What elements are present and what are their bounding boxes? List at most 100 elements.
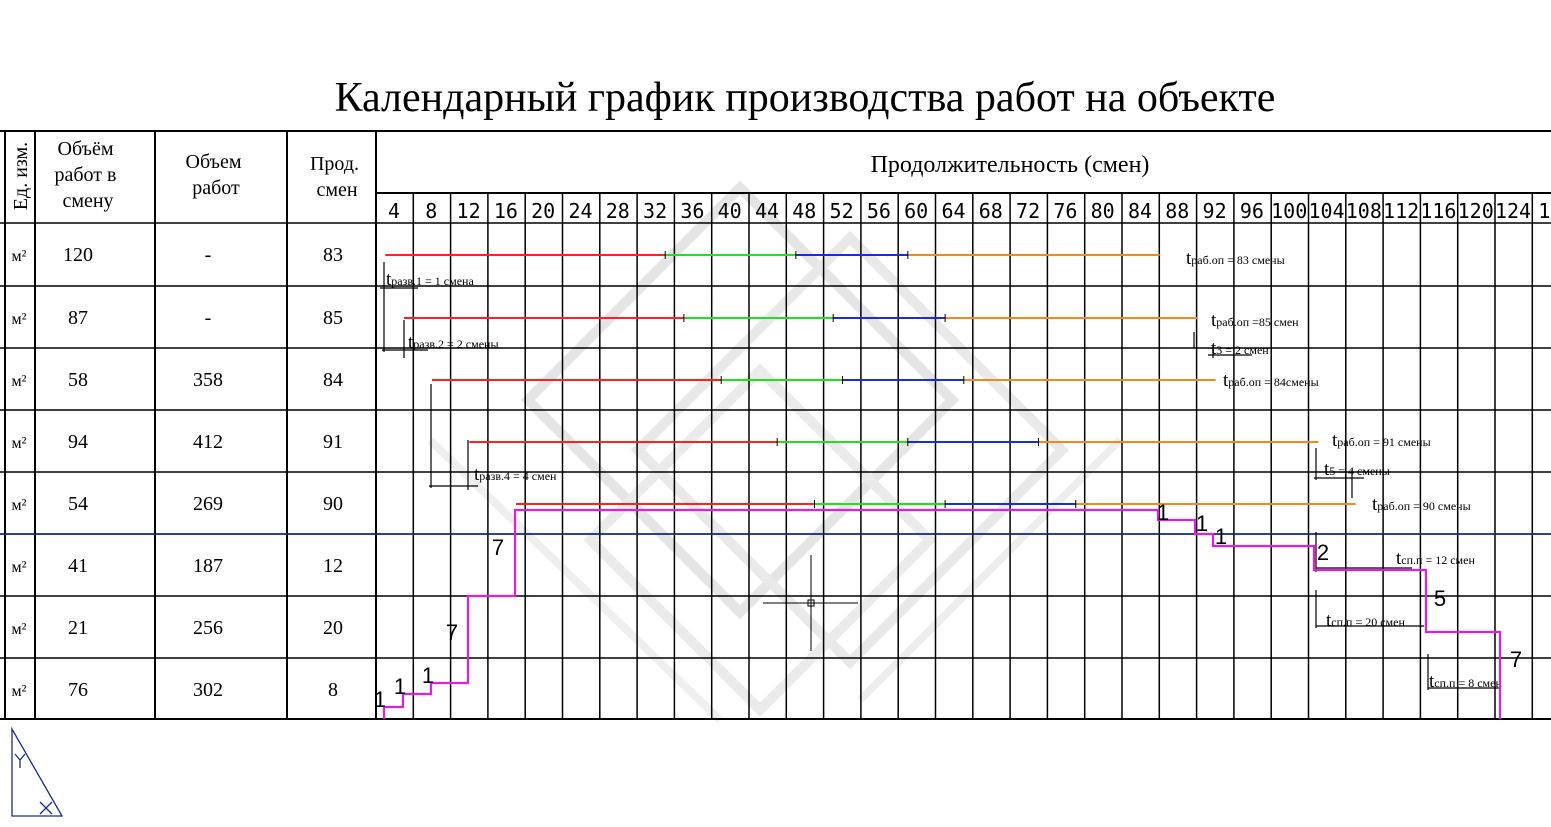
header-duration: Продолжительность (смен) <box>871 152 1150 178</box>
row-unit: м² <box>12 559 27 576</box>
header-unit: Ед. изм. <box>10 142 32 210</box>
bar-duration-label: tраб.оп = 90 смены <box>1372 494 1471 515</box>
tick-label: 56 <box>867 199 891 223</box>
gap-duration-label: tразв.1 = 1 смена <box>386 269 474 290</box>
gap-duration-label: tразв.4 = 4 смен <box>474 464 557 485</box>
tick-label: 112 <box>1383 199 1419 223</box>
dimension-leader <box>380 262 418 290</box>
table-row: м² 94 412 91 <box>12 431 343 453</box>
bar-duration-label: tраб.оп =85 смен <box>1211 310 1299 331</box>
tick-label: 124 <box>1495 199 1531 223</box>
row-volume: 256 <box>193 617 223 639</box>
workers-step-line <box>382 508 1502 719</box>
tick-label: 116 <box>1420 199 1456 223</box>
header-shifts: Прод. смен <box>310 153 364 201</box>
tick-label: 72 <box>1016 199 1040 223</box>
workers-count-label: 1 <box>422 663 434 688</box>
workers-count-label: 1 <box>1215 524 1227 549</box>
row-volume: 187 <box>193 555 223 577</box>
tick-label: 12 <box>457 199 481 223</box>
workers-count-label: 1 <box>394 674 406 699</box>
gap-duration-label: t3 = 2 смен <box>1211 338 1269 359</box>
watermark <box>427 180 1123 723</box>
row-per-shift: 41 <box>68 555 88 577</box>
tick-label: 4 <box>388 199 400 223</box>
table-row: м² 58 358 84 <box>12 369 343 391</box>
row-unit: м² <box>12 435 27 452</box>
tick-label: 92 <box>1203 199 1227 223</box>
row-per-shift: 76 <box>68 679 88 701</box>
row-unit: м² <box>12 497 27 514</box>
table-rows: м² 120 - 83 м² 87 - 85 м² 58 358 84 м² 94 412 91 м² 54 269… <box>12 244 343 701</box>
tick-label: 52 <box>830 199 854 223</box>
tick-label: 76 <box>1053 199 1077 223</box>
tick-label: 64 <box>941 199 965 223</box>
row-unit: м² <box>12 683 27 700</box>
row-volume: 412 <box>193 431 223 453</box>
row-per-shift: 21 <box>68 617 88 639</box>
tick-label: 84 <box>1128 199 1152 223</box>
gap-duration-label: tсп.п = 12 смен <box>1396 548 1475 569</box>
dimension-leader <box>1314 448 1364 498</box>
gap-duration-label: t5 = 4 смены <box>1324 459 1390 480</box>
row-per-shift: 87 <box>68 307 88 329</box>
row-shifts: 91 <box>323 431 343 453</box>
dimension-labels: tраб.оп = 83 смены tраб.оп =85 смен tраб.о… <box>386 248 1502 692</box>
row-unit: м² <box>12 621 27 638</box>
gap-duration-label: tсп.п = 20 смен <box>1326 610 1405 631</box>
header-volume: Объем работ <box>186 151 247 199</box>
dimension-leader <box>1315 590 1424 628</box>
row-shifts: 12 <box>323 555 343 577</box>
tick-label: 20 <box>531 199 555 223</box>
row-per-shift: 58 <box>68 369 88 391</box>
workers-count-label: 2 <box>1317 540 1329 565</box>
workers-count-label: 1 <box>1157 500 1169 525</box>
workers-count-label: 1 <box>1196 511 1208 536</box>
row-unit: м² <box>12 373 27 390</box>
dimension-leader <box>1193 332 1252 358</box>
dimension-leader <box>382 290 428 358</box>
gap-duration-label: tсп.п = 8 смен <box>1429 671 1502 692</box>
bar-duration-label: tраб.оп = 84смены <box>1223 370 1319 391</box>
row-shifts: 20 <box>323 617 343 639</box>
dimension-leader <box>429 384 478 490</box>
tick-label: 40 <box>718 199 742 223</box>
bar-duration-label: tраб.оп = 91 смены <box>1332 430 1431 451</box>
table-row: м² 21 256 20 <box>12 617 343 639</box>
tick-label: 28 <box>606 199 630 223</box>
tick-label: 32 <box>643 199 667 223</box>
tick-label: 12 <box>1538 199 1551 223</box>
table-row: м² 41 187 12 <box>12 555 343 577</box>
bar-duration-label: tраб.оп = 83 смены <box>1186 248 1285 269</box>
row-shifts: 8 <box>328 679 338 701</box>
dimension-leader <box>1315 532 1412 572</box>
tick-label: 100 <box>1271 199 1307 223</box>
table-row: м² 87 - 85 <box>12 307 343 329</box>
row-per-shift: 54 <box>68 493 88 515</box>
gantt-bars <box>385 251 1356 508</box>
table-row: м² 120 - 83 <box>12 244 343 266</box>
workers-count-label: 7 <box>1510 647 1522 672</box>
row-volume: - <box>205 307 212 329</box>
row-unit: м² <box>12 248 27 265</box>
tick-label: 88 <box>1165 199 1189 223</box>
cad-crosshair-cursor[interactable] <box>763 555 858 651</box>
header-per-shift: Объём работ в смену <box>55 138 122 212</box>
workers-count-label: 7 <box>492 535 504 560</box>
table-grid <box>0 130 1551 720</box>
tick-label: 80 <box>1091 199 1115 223</box>
tick-label: 68 <box>979 199 1003 223</box>
ucs-icon <box>11 726 64 817</box>
table-row: м² 54 269 90 <box>12 493 343 515</box>
row-per-shift: 94 <box>68 431 88 453</box>
row-unit: м² <box>12 311 27 328</box>
row-per-shift: 120 <box>63 244 93 266</box>
tick-label: 16 <box>494 199 518 223</box>
page-title: Календарный график производства работ на… <box>335 75 1276 121</box>
row-shifts: 83 <box>323 244 343 266</box>
row-volume: - <box>205 244 212 266</box>
tick-label: 108 <box>1346 199 1382 223</box>
dimension-leaders <box>380 262 1500 690</box>
